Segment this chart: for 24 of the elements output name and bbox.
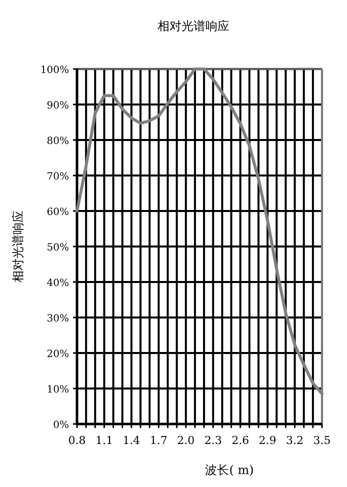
y-tick-label: 10% <box>46 384 69 396</box>
y-tick-label: 90% <box>46 100 69 112</box>
x-tick-label: 2.9 <box>258 434 276 447</box>
y-axis-title: 相对光谱响应 <box>11 210 25 282</box>
y-tick-label: 50% <box>46 242 69 254</box>
y-tick-label: 40% <box>46 278 69 289</box>
x-tick-label: 1.4 <box>122 434 140 447</box>
x-tick-label: 3.2 <box>286 434 304 447</box>
x-axis-title: 波长( m) <box>205 463 254 477</box>
x-tick-label: 2.0 <box>177 434 195 447</box>
y-tick-label: 70% <box>46 172 69 182</box>
x-tick-label: 2.3 <box>204 434 222 447</box>
y-tick-label: 60% <box>46 207 69 218</box>
y-tick-label: 80% <box>46 136 69 147</box>
x-tick-label: 2.6 <box>232 434 250 447</box>
y-tick-label: 0% <box>53 420 69 431</box>
x-tick-label: 0.8 <box>68 434 86 447</box>
x-tick-label: 1.7 <box>150 434 168 447</box>
x-tick-label: 3.5 <box>313 434 331 447</box>
chart-title: 相对光谱响应 <box>158 19 230 33</box>
y-tick-label: 100% <box>40 65 69 76</box>
x-tick-label: 1.1 <box>95 434 113 447</box>
y-tick-label: 20% <box>46 349 69 360</box>
y-tick-label: 30% <box>46 314 69 324</box>
